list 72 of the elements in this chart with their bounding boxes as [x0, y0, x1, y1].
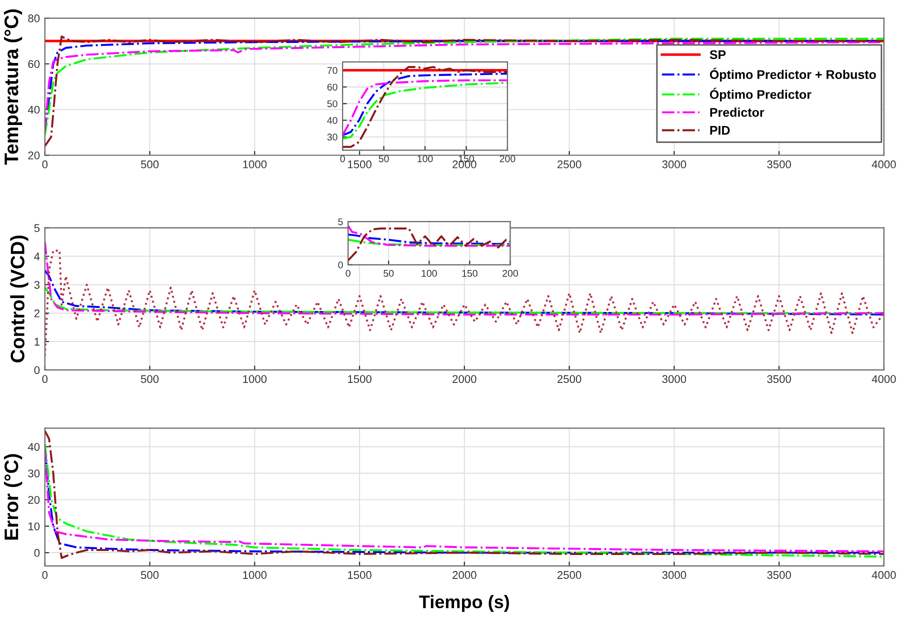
- x-tick-label: 200: [502, 270, 518, 277]
- x-tick-label: 2500: [557, 160, 582, 168]
- x-tick-label: 0: [42, 375, 48, 383]
- x-tick-label: 100: [422, 270, 437, 277]
- x-tick-label: 2000: [452, 375, 476, 383]
- x-tick-label: 150: [462, 270, 478, 277]
- y-axis-title: Control (VCD): [10, 236, 28, 362]
- legend-label: Predictor: [710, 108, 764, 117]
- y-tick-label: 40: [28, 106, 40, 114]
- x-tick-label: 3500: [767, 160, 791, 168]
- x-tick-label: 50: [378, 155, 389, 162]
- y-axis-title: Error (°C): [4, 454, 22, 540]
- x-tick-label: 0: [42, 571, 48, 579]
- x-tick-label: 3500: [767, 571, 791, 579]
- y-tick-label: 20: [28, 152, 40, 160]
- y-tick-label: 5: [338, 218, 343, 226]
- x-tick-label: 0: [346, 270, 350, 277]
- line-series: [342, 66, 508, 148]
- x-tick-label: 500: [140, 160, 159, 168]
- y-tick-label: 20: [28, 496, 40, 504]
- y-tick-label: 60: [28, 60, 40, 68]
- x-tick-label: 2000: [452, 160, 476, 168]
- y-tick-label: 4: [34, 252, 40, 260]
- y-tick-label: 50: [327, 100, 338, 108]
- x-tick-label: 2000: [452, 571, 476, 579]
- y-tick-label: 30: [327, 134, 338, 141]
- x-tick-label: 1000: [243, 571, 267, 579]
- line-series: [348, 224, 510, 247]
- x-tick-label: 0: [42, 160, 48, 168]
- x-tick-label: 1500: [348, 375, 372, 383]
- x-tick-label: 3000: [662, 160, 686, 168]
- x-tick-label: 4000: [872, 160, 896, 168]
- y-tick-label: 60: [327, 84, 338, 91]
- x-tick-label: 1500: [348, 571, 372, 579]
- y-axis-title: Temperatura (°C): [4, 9, 22, 165]
- x-axis-title: Tiempo (s): [419, 595, 509, 612]
- line-series: [348, 228, 510, 262]
- x-tick-label: 4000: [872, 375, 896, 383]
- line-series: [348, 234, 510, 246]
- x-tick-label: 100: [418, 155, 433, 162]
- x-tick-label: 3000: [662, 571, 686, 579]
- x-tick-label: 500: [140, 375, 159, 383]
- x-tick-label: 4000: [872, 571, 896, 579]
- line-series: [44, 241, 884, 316]
- legend-label: Óptimo Predictor + Robusto: [710, 68, 876, 82]
- y-tick-label: 5: [34, 224, 40, 232]
- x-tick-label: 200: [500, 155, 516, 162]
- y-tick-label: 0: [34, 366, 40, 374]
- x-tick-label: 3000: [662, 375, 686, 383]
- y-tick-label: 70: [327, 67, 338, 74]
- x-tick-label: 1500: [348, 160, 372, 168]
- x-tick-label: 1000: [243, 160, 267, 168]
- x-tick-label: 1000: [243, 375, 267, 383]
- legend-label: SP: [710, 50, 726, 60]
- x-tick-label: 2500: [557, 571, 582, 579]
- x-tick-label: 500: [140, 571, 159, 579]
- y-tick-label: 30: [28, 469, 40, 478]
- y-tick-label: 2: [34, 309, 40, 318]
- y-tick-label: 0: [34, 548, 40, 557]
- legend-label: PID: [710, 126, 730, 135]
- x-tick-label: 50: [384, 270, 394, 277]
- y-tick-label: 40: [327, 116, 338, 124]
- y-tick-label: 10: [28, 522, 40, 530]
- y-tick-label: 3: [34, 280, 40, 289]
- y-tick-label: 40: [28, 442, 40, 451]
- line-series: [44, 250, 884, 357]
- x-tick-label: 2500: [557, 375, 582, 383]
- x-tick-label: 3500: [767, 375, 791, 383]
- line-series: [44, 270, 884, 316]
- y-tick-label: 80: [28, 14, 40, 22]
- legend-label: Óptimo Predictor: [710, 88, 812, 102]
- y-tick-label: 1: [34, 338, 40, 346]
